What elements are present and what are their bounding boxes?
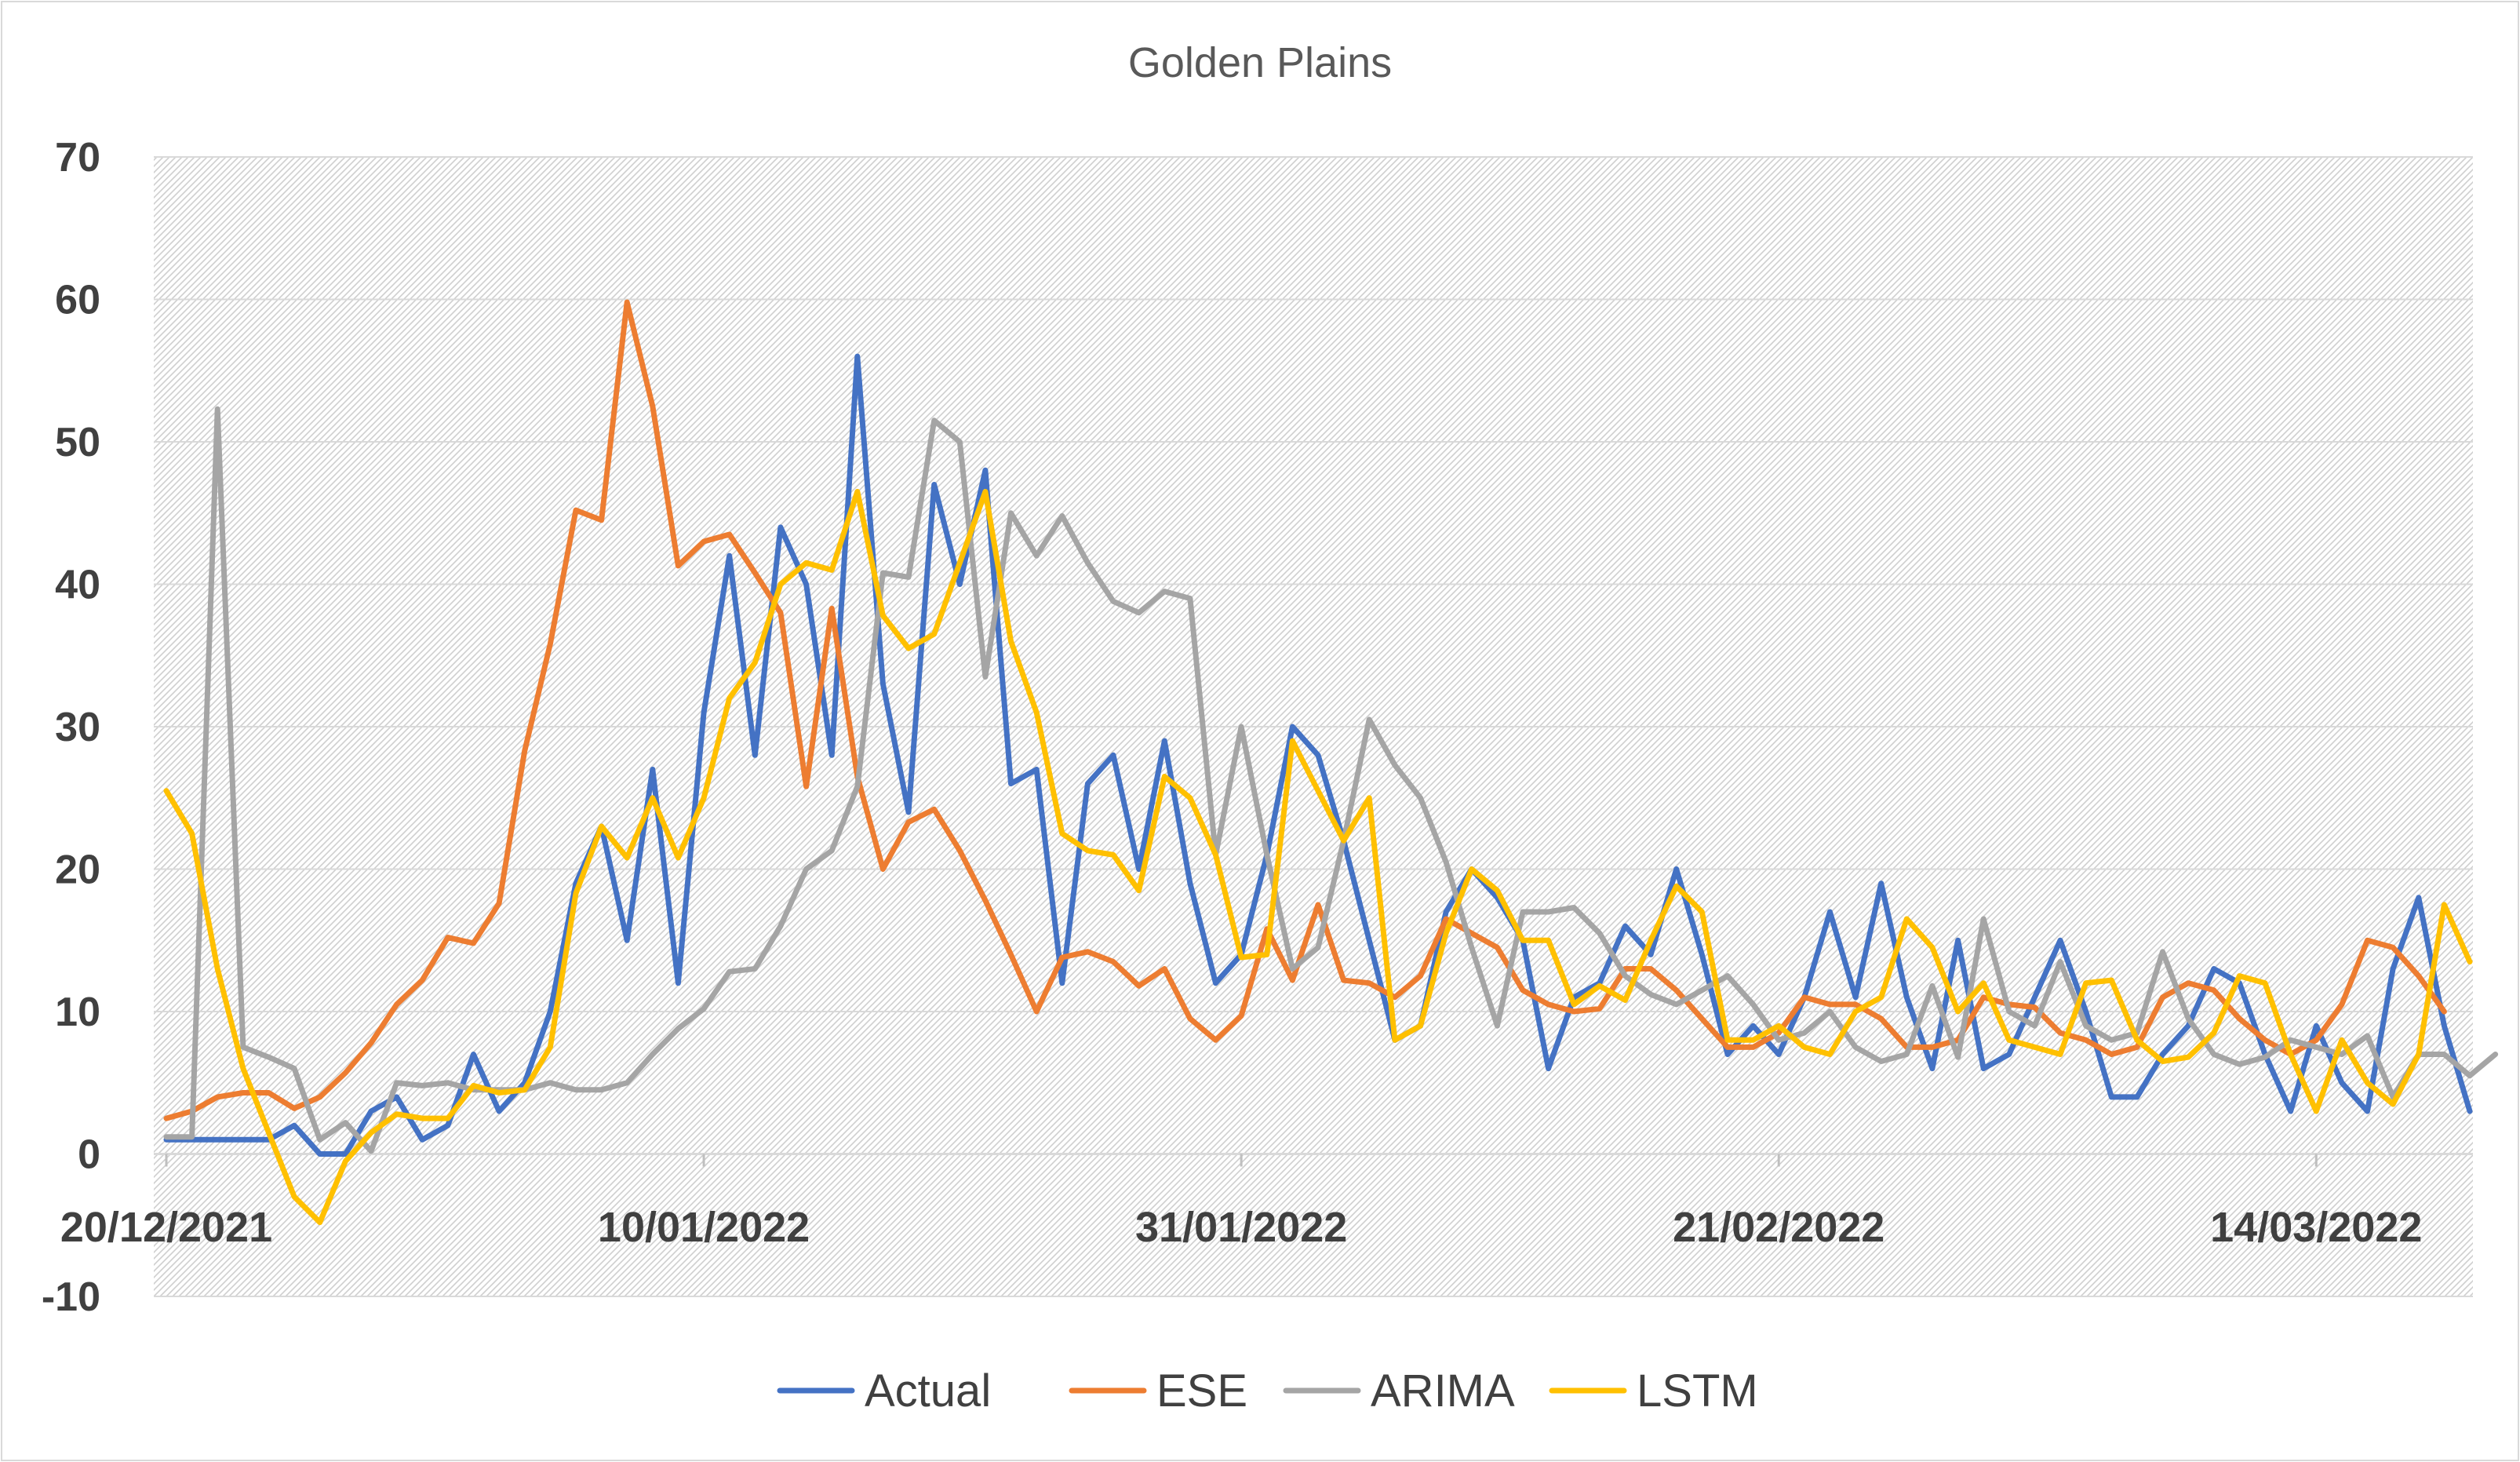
legend-item-lstm: LSTM bbox=[1549, 1365, 1758, 1416]
series-line-lstm bbox=[163, 489, 2473, 1226]
series-lines bbox=[163, 299, 2499, 1226]
x-tick-label: 10/01/2022 bbox=[598, 1204, 810, 1251]
y-tick-label: -10 bbox=[42, 1274, 100, 1320]
y-tick-label: 40 bbox=[55, 563, 100, 608]
y-tick-label: 20 bbox=[55, 848, 100, 893]
series-line-ese bbox=[163, 299, 2447, 1121]
legend-label: ARIMA bbox=[1371, 1365, 1515, 1416]
x-tick-label: 20/12/2021 bbox=[60, 1204, 272, 1251]
legend-item-ese: ESE bbox=[1069, 1365, 1247, 1416]
y-tick-label: 70 bbox=[55, 135, 100, 180]
legend: Actual ESE ARIMA LSTM bbox=[777, 1365, 1758, 1416]
y-axis: -10 0 10 20 30 40 50 60 70 bbox=[42, 135, 100, 1320]
y-tick-label: 0 bbox=[78, 1132, 100, 1178]
legend-item-actual: Actual bbox=[777, 1365, 991, 1416]
x-tick-label: 14/03/2022 bbox=[2210, 1204, 2422, 1251]
legend-label: Actual bbox=[865, 1365, 991, 1416]
x-tick-label: 21/02/2022 bbox=[1673, 1204, 1885, 1251]
legend-label: LSTM bbox=[1637, 1365, 1758, 1416]
y-tick-label: 30 bbox=[55, 705, 100, 750]
series-line-actual bbox=[163, 353, 2473, 1157]
series-line-arima bbox=[163, 406, 2499, 1154]
chart-title: Golden Plains bbox=[1128, 39, 1392, 86]
x-tick-label: 31/01/2022 bbox=[1135, 1204, 1347, 1251]
y-tick-label: 60 bbox=[55, 278, 100, 323]
x-axis: 20/12/2021 10/01/2022 31/01/2022 21/02/2022… bbox=[60, 1153, 2473, 1251]
y-tick-label: 10 bbox=[55, 990, 100, 1035]
y-tick-label: 50 bbox=[55, 420, 100, 465]
legend-label: ESE bbox=[1156, 1365, 1247, 1416]
legend-item-arima: ARIMA bbox=[1283, 1365, 1515, 1416]
